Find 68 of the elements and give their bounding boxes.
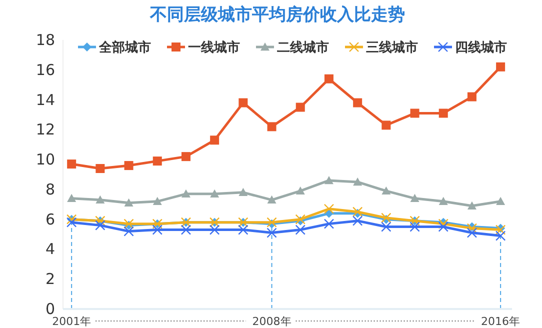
point: [95, 220, 106, 230]
y-tick-label: 16: [36, 60, 55, 79]
point: [382, 120, 391, 130]
point: [210, 136, 220, 145]
point: [353, 98, 362, 108]
legend-label: 四线城市: [455, 40, 507, 56]
point: [467, 92, 476, 102]
point: [152, 156, 162, 166]
point: [295, 224, 306, 235]
point: [382, 186, 391, 195]
point: [238, 188, 248, 196]
point: [438, 196, 448, 205]
point: [438, 222, 448, 232]
point: [67, 160, 76, 169]
point: [353, 177, 362, 186]
point: [238, 224, 248, 235]
point: [124, 226, 134, 236]
point: [324, 218, 334, 229]
point: [267, 122, 276, 132]
x-tick-label: 2008年: [252, 315, 292, 328]
point: [238, 98, 248, 108]
point: [181, 189, 190, 198]
point: [438, 108, 448, 118]
point: [210, 189, 220, 198]
legend-label: 二线城市: [277, 40, 329, 56]
y-tick-label: 0: [45, 300, 55, 318]
point: [324, 74, 334, 84]
point: [124, 198, 134, 206]
point: [466, 228, 478, 238]
point: [496, 62, 506, 72]
point: [410, 108, 420, 118]
y-tick-label: 12: [36, 120, 55, 139]
legend-label: 全部城市: [98, 40, 151, 56]
legend-label: 一线城市: [188, 40, 240, 56]
point: [181, 152, 190, 162]
point: [66, 217, 77, 228]
point: [496, 196, 506, 205]
y-tick-label: 6: [45, 210, 55, 228]
chart-title: 不同层级城市平均房价收入比走势: [149, 5, 405, 25]
point: [96, 195, 105, 204]
point: [209, 224, 220, 235]
y-tick-label: 14: [36, 90, 55, 109]
legend-label: 三线城市: [366, 40, 418, 56]
point: [381, 222, 392, 232]
y-tick-label: 2: [45, 270, 55, 288]
point: [152, 196, 162, 205]
x-tick-label: 2016年: [481, 315, 520, 328]
y-tick-label: 4: [45, 240, 55, 258]
point: [410, 194, 420, 202]
point: [96, 164, 105, 174]
point: [266, 228, 277, 238]
point: [296, 186, 305, 195]
point: [495, 230, 506, 241]
point: [352, 216, 363, 226]
point: [467, 201, 476, 210]
point: [410, 222, 420, 232]
point: [324, 204, 334, 214]
y-tick-label: 8: [45, 180, 55, 198]
point: [267, 195, 276, 204]
y-tick-label: 10: [36, 150, 55, 169]
y-tick-label: 18: [36, 31, 55, 49]
point: [324, 176, 334, 184]
x-tick-label: 2001年: [52, 315, 92, 328]
point: [124, 161, 134, 170]
point: [67, 194, 76, 202]
point: [296, 102, 305, 112]
point: [180, 224, 192, 235]
point: [152, 224, 162, 235]
